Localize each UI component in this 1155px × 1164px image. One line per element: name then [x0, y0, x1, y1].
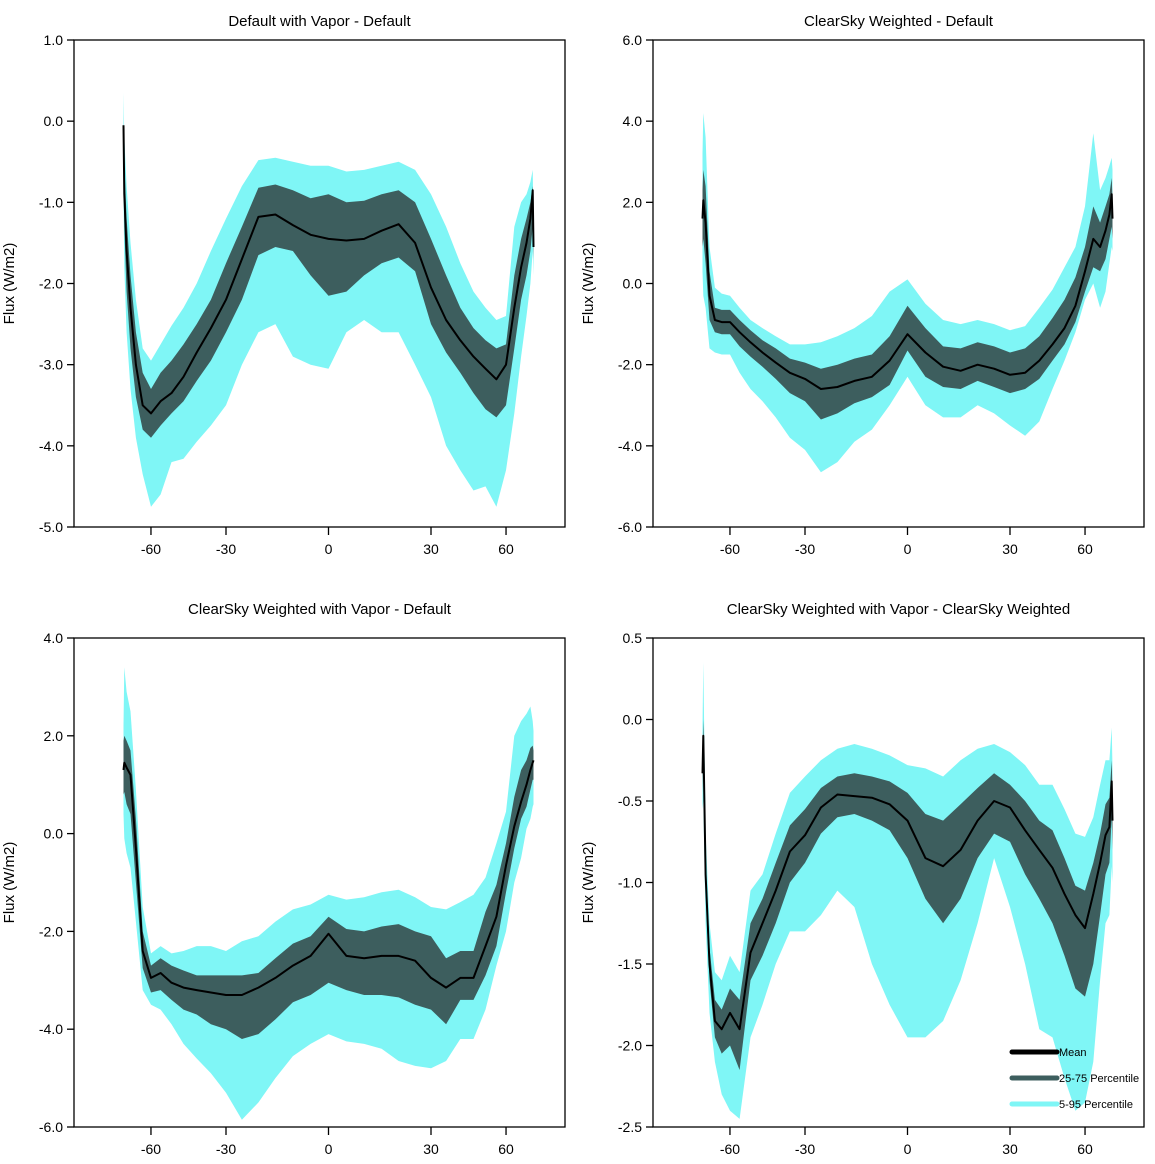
y-tick-label: -2.0 [39, 276, 63, 292]
x-tick-label: 30 [423, 1141, 439, 1157]
y-tick-label: -2.0 [618, 1038, 642, 1054]
band-25-75-percentile [123, 122, 534, 438]
y-tick-label: -2.5 [618, 1119, 642, 1135]
panel-top-right: 6.0 4.0 2.0 0.0 -2.0 -4.0 -6.0 -60 -30 0 30 60 Clear… [580, 13, 1145, 557]
y-tick-label: -2.0 [618, 357, 642, 373]
band-25-75-percentile [123, 735, 534, 1039]
y-tick-label: -1.0 [618, 875, 642, 891]
mean-line [701, 193, 1114, 390]
x-tick-label: 60 [498, 541, 514, 557]
x-tick-label: 60 [1077, 1141, 1093, 1157]
y-tick-label: 2.0 [623, 194, 643, 210]
x-tick-label: -30 [795, 1141, 815, 1157]
x-axis-ticks: -60 -30 0 30 60 [720, 527, 1093, 557]
legend: Mean 25-75 Percentile 5-95 Percentile [1009, 1047, 1139, 1111]
y-tick-label: -4.0 [618, 438, 642, 454]
legend-label-1: 25-75 Percentile [1059, 1073, 1139, 1085]
panel-bottom-right: 0.5 0.0 -0.5 -1.0 -1.5 -2.0 -2.5 -60 -30 0 30 60 Cle… [580, 601, 1145, 1157]
y-tick-label: 0.0 [44, 113, 64, 129]
y-tick-label: -0.5 [618, 793, 642, 809]
y-tick-label: -1.5 [618, 956, 642, 972]
band-5-95-percentile [123, 92, 534, 507]
y-axis-ticks: 4.0 2.0 0.0 -2.0 -4.0 -6.0 [39, 630, 74, 1135]
x-tick-label: 0 [325, 1141, 333, 1157]
y-axis-label: Flux (W/m2) [580, 842, 597, 924]
band-5-95-percentile [123, 667, 534, 1120]
y-axis-label: Flux (W/m2) [1, 243, 18, 325]
x-tick-label: -30 [216, 541, 236, 557]
legend-label-0: Mean [1059, 1047, 1087, 1059]
x-axis-ticks: -60 -30 0 30 60 [720, 1127, 1093, 1157]
y-tick-label: 0.0 [623, 276, 643, 292]
band-5-95-percentile [702, 662, 1113, 1119]
y-axis-label: Flux (W/m2) [580, 243, 597, 325]
band-5-95-percentile [702, 113, 1113, 473]
y-tick-label: -6.0 [618, 519, 642, 535]
x-tick-label: 30 [1002, 541, 1018, 557]
y-tick-label: 0.5 [623, 630, 643, 646]
plot-frame [73, 637, 566, 1128]
y-axis-ticks: 1.0 0.0 -1.0 -2.0 -3.0 -4.0 -5.0 [39, 32, 74, 535]
y-axis-ticks: 6.0 4.0 2.0 0.0 -2.0 -4.0 -6.0 [618, 32, 653, 535]
x-tick-label: -60 [720, 1141, 740, 1157]
panel-top-left: 1.0 0.0 -1.0 -2.0 -3.0 -4.0 -5.0 -60 -30 0 30 60 Def… [1, 13, 566, 557]
y-axis-label: Flux (W/m2) [1, 842, 18, 924]
x-axis-ticks: -60 -30 0 30 60 [141, 1127, 514, 1157]
panel-title: Default with Vapor - Default [228, 13, 411, 30]
y-tick-label: 6.0 [623, 32, 643, 48]
panel-bottom-left: 4.0 2.0 0.0 -2.0 -4.0 -6.0 -60 -30 0 30 60 ClearSky… [1, 601, 566, 1157]
x-tick-label: 30 [423, 541, 439, 557]
x-tick-label: -60 [720, 541, 740, 557]
y-tick-label: -1.0 [39, 194, 63, 210]
panel-title: ClearSky Weighted with Vapor - ClearSky … [727, 601, 1070, 618]
x-tick-label: 0 [325, 541, 333, 557]
x-tick-label: -60 [141, 1141, 161, 1157]
x-tick-label: 0 [904, 1141, 912, 1157]
y-tick-label: 4.0 [623, 113, 643, 129]
y-tick-label: -4.0 [39, 438, 63, 454]
panel-title: ClearSky Weighted with Vapor - Default [188, 601, 452, 618]
y-tick-label: 4.0 [44, 630, 64, 646]
y-tick-label: -6.0 [39, 1119, 63, 1135]
y-tick-label: -2.0 [39, 923, 63, 939]
x-tick-label: 0 [904, 541, 912, 557]
band-25-75-percentile [702, 169, 1113, 420]
y-tick-label: -3.0 [39, 357, 63, 373]
legend-label-2: 5-95 Percentile [1059, 1099, 1133, 1111]
x-tick-label: 30 [1002, 1141, 1018, 1157]
y-tick-label: 0.0 [623, 712, 643, 728]
y-tick-label: -5.0 [39, 519, 63, 535]
mean-line [701, 734, 1114, 1031]
y-tick-label: 2.0 [44, 728, 64, 744]
y-tick-label: -4.0 [39, 1021, 63, 1037]
mean-line [122, 125, 535, 415]
x-tick-label: 60 [498, 1141, 514, 1157]
x-tick-label: -60 [141, 541, 161, 557]
x-tick-label: 60 [1077, 541, 1093, 557]
x-axis-ticks: -60 -30 0 30 60 [141, 527, 514, 557]
y-axis-ticks: 0.5 0.0 -0.5 -1.0 -1.5 -2.0 -2.5 [618, 630, 653, 1135]
x-tick-label: -30 [795, 541, 815, 557]
x-tick-label: -30 [216, 1141, 236, 1157]
panel-title: ClearSky Weighted - Default [804, 13, 994, 30]
mean-line [122, 759, 535, 996]
y-tick-label: 0.0 [44, 826, 64, 842]
y-tick-label: 1.0 [44, 32, 64, 48]
